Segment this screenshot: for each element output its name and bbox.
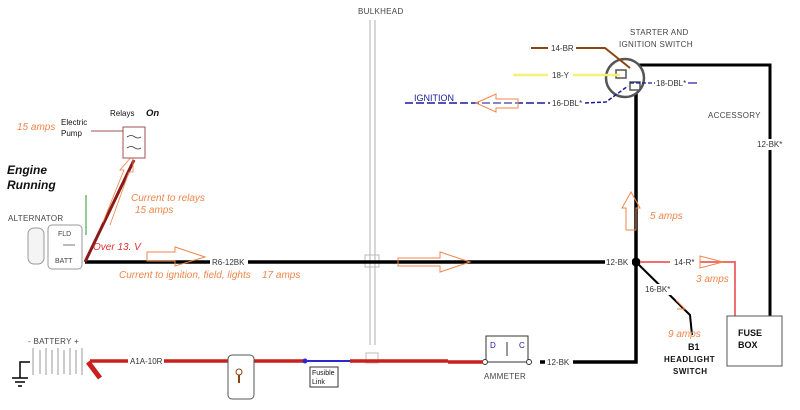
alt-fld: FLD bbox=[58, 231, 71, 238]
headlight-label-2: SWITCH bbox=[673, 367, 708, 376]
ammeter-label: AMMETER bbox=[484, 372, 526, 381]
wire-a1a-10r-label: A1A-10R bbox=[130, 357, 163, 366]
switch-label-2: IGNITION SWITCH bbox=[619, 40, 693, 49]
relays-state: On bbox=[146, 108, 159, 119]
starter-ignition-switch[interactable] bbox=[604, 57, 646, 99]
headlight-b1: B1 bbox=[688, 342, 700, 352]
fuse-amps: 3 amps bbox=[696, 274, 729, 285]
switch-label-1: STARTER AND bbox=[630, 28, 689, 37]
ground-icon bbox=[12, 361, 30, 387]
bulkhead-label: BULKHEAD bbox=[358, 7, 404, 16]
fuse-box-label-2: BOX bbox=[738, 340, 758, 350]
bulkhead: BULKHEAD bbox=[358, 7, 404, 364]
alt-batt: BATT bbox=[55, 258, 73, 265]
battery-label: - BATTERY + bbox=[28, 337, 79, 346]
ammeter-d: D bbox=[490, 341, 496, 350]
relays-amps: 15 amps bbox=[135, 205, 173, 216]
wire-r6-12bk-label: R6-12BK bbox=[212, 258, 245, 267]
headlight-switch[interactable]: B1 HEADLIGHT SWITCH bbox=[664, 342, 715, 376]
battery: - BATTERY + bbox=[28, 337, 83, 375]
starter-relay bbox=[227, 354, 255, 400]
fusible-link-label-1: Fusible bbox=[312, 370, 335, 377]
junction-dot bbox=[631, 257, 641, 267]
accessory-label: ACCESSORY bbox=[708, 111, 761, 120]
wire-18-dbl-label: 18-DBL* bbox=[656, 79, 686, 88]
arrow-left-icon bbox=[474, 93, 519, 113]
arrow-right-icon bbox=[397, 251, 472, 273]
alternator-label: ALTERNATOR bbox=[8, 214, 63, 223]
pump-label-2: Pump bbox=[61, 129, 82, 138]
ammeter: D C AMMETER bbox=[482, 335, 532, 381]
wire-14-br-label: 14-BR bbox=[551, 44, 574, 53]
wire-18-y-label: 18-Y bbox=[552, 71, 570, 80]
fusible-link-label-2: Link bbox=[312, 379, 325, 386]
relay-wire bbox=[83, 159, 136, 263]
fuse-box[interactable]: FUSE BOX bbox=[726, 315, 783, 367]
ignition-label: IGNITION bbox=[414, 93, 454, 103]
arrow-right-icon bbox=[699, 255, 725, 269]
over-voltage: Over 13. V bbox=[93, 242, 142, 253]
relays-label: Relays bbox=[110, 109, 134, 118]
engine-running-label-2: Running bbox=[7, 178, 56, 192]
12-bk-wire bbox=[540, 92, 638, 364]
ignition-amps: 17 amps bbox=[262, 270, 300, 281]
current-to-ignition: Current to ignition, field, lights bbox=[119, 270, 251, 281]
arrow-icon bbox=[675, 299, 687, 310]
arrow-right-icon bbox=[146, 246, 207, 267]
wire-16-dbl-label: 16-DBL* bbox=[552, 99, 582, 108]
fusible-link: Fusible Link bbox=[309, 366, 339, 388]
headlight-amps: 9 amps bbox=[668, 329, 701, 340]
ammeter-c: C bbox=[519, 341, 525, 350]
arrow-up-icon bbox=[621, 190, 641, 231]
16-bk-wire bbox=[635, 261, 693, 336]
alternator: ALTERNATOR FLD BATT bbox=[8, 214, 83, 270]
wire-12-bk-acc-label: 12-BK* bbox=[757, 140, 782, 149]
14-br-wire bbox=[576, 47, 631, 69]
engine-running-label-1: Engine bbox=[7, 163, 47, 177]
pump-label-1: Electric bbox=[61, 118, 87, 127]
wire-12-bk-ammeter-label: 12-BK bbox=[547, 358, 570, 367]
current-to-relays: Current to relays bbox=[131, 193, 205, 204]
wire-14-r-label: 14-R* bbox=[674, 258, 694, 267]
fuse-box-label-1: FUSE bbox=[738, 328, 762, 338]
switch-amps: 5 amps bbox=[650, 211, 683, 222]
wire-16-bk-label: 16-BK* bbox=[645, 285, 670, 294]
pump-amps: 15 amps bbox=[17, 122, 55, 133]
relays bbox=[122, 126, 146, 159]
wire-12-bk-junction-label: 12-BK bbox=[606, 258, 629, 267]
headlight-label-1: HEADLIGHT bbox=[664, 355, 715, 364]
